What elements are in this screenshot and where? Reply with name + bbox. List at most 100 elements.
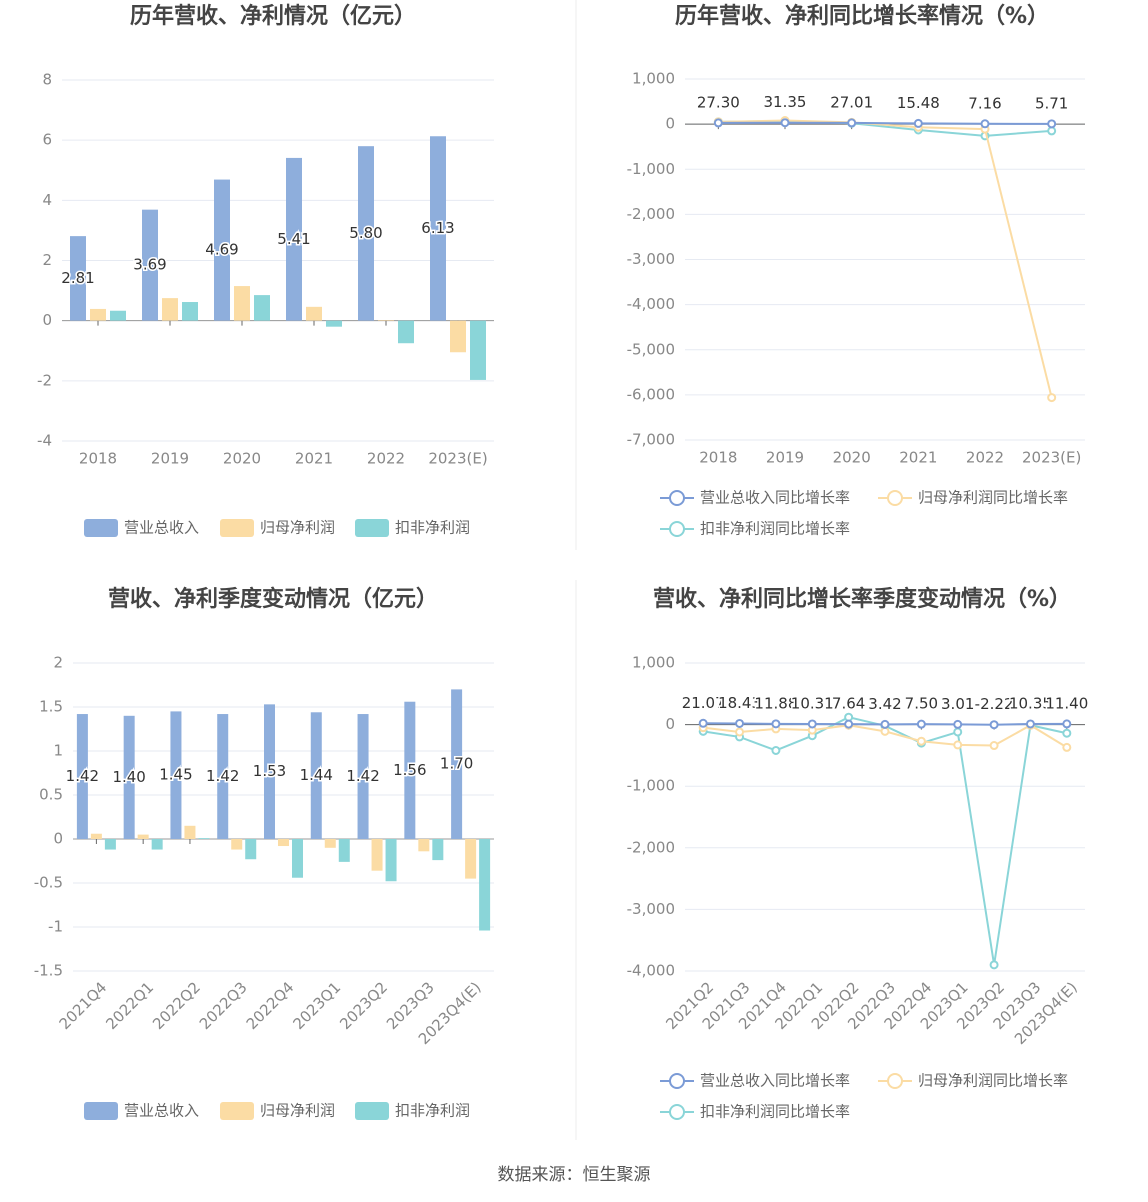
bar — [90, 833, 102, 839]
value-label: 27.01 — [830, 93, 873, 111]
point — [916, 719, 926, 729]
legend-label: 归母净利润 — [260, 519, 335, 537]
legend-swatch — [355, 1102, 389, 1120]
legend-swatch — [669, 490, 685, 506]
y-tick-label: -6,000 — [627, 385, 675, 403]
y-tick-label: -4,000 — [627, 962, 675, 980]
bar — [245, 839, 257, 860]
y-tick-label: -1 — [48, 918, 63, 936]
y-tick-label: 0 — [53, 830, 63, 848]
legend-label: 营业总收入同比增长率 — [700, 1072, 850, 1090]
y-tick-label: 1 — [53, 742, 63, 760]
value-label: 10.31 — [791, 694, 834, 712]
x-tick-label: 2022Q4 — [243, 978, 298, 1033]
bar — [170, 711, 182, 839]
source-note: 数据来源：恒生聚源 — [498, 1165, 651, 1185]
legend-label: 扣非净利润 — [395, 1102, 470, 1120]
y-tick-label: 0.5 — [39, 786, 63, 804]
point — [735, 718, 745, 728]
value-label: 1.56 — [393, 761, 426, 779]
line — [718, 119, 1053, 398]
point — [1025, 719, 1035, 729]
value-label: 7.16 — [968, 94, 1001, 112]
bar — [182, 302, 198, 321]
value-label: 18.43 — [718, 694, 761, 712]
x-tick-label: 2020 — [223, 450, 261, 468]
y-tick-label: 2 — [42, 251, 52, 269]
value-label: 10.35 — [1009, 694, 1052, 712]
bar — [430, 136, 446, 321]
legend-label: 营业总收入 — [124, 1102, 199, 1120]
x-tick-label: 2019 — [766, 449, 804, 467]
bar — [214, 179, 230, 321]
x-tick-label: 2022 — [966, 449, 1004, 467]
y-tick-label: -7,000 — [627, 431, 675, 449]
legend-swatch — [84, 1102, 118, 1120]
chart-title: 历年营收、净利情况（亿元） — [130, 3, 416, 29]
y-tick-label: 1,000 — [632, 654, 675, 672]
value-label: 7.64 — [832, 695, 865, 713]
y-tick-label: -1,000 — [627, 160, 675, 178]
point — [953, 727, 963, 737]
value-label: 7.50 — [905, 695, 938, 713]
bar — [450, 320, 466, 353]
x-tick-label: 2020 — [833, 449, 871, 467]
bar — [398, 320, 414, 344]
bar — [292, 839, 303, 878]
y-tick-label: -3,000 — [627, 250, 675, 268]
legend-label: 归母净利润 — [260, 1102, 335, 1120]
y-tick-label: 2 — [53, 654, 63, 672]
bar — [326, 320, 342, 327]
value-label: 3.69 — [133, 256, 166, 274]
value-label: 1.40 — [112, 768, 145, 786]
bar — [264, 704, 275, 839]
bar — [76, 714, 88, 839]
value-label: 3.01 — [941, 695, 974, 713]
bar — [104, 839, 116, 850]
x-tick-label: 2021 — [295, 450, 333, 468]
point — [980, 119, 990, 129]
bar — [90, 308, 106, 321]
legend-label: 归母净利润同比增长率 — [918, 489, 1068, 507]
bar — [432, 839, 444, 861]
legend-label: 扣非净利润 — [395, 519, 470, 537]
point — [735, 727, 745, 737]
x-tick-label: 2021Q4 — [56, 978, 111, 1033]
y-tick-label: 0 — [665, 115, 675, 133]
y-tick-label: -2 — [37, 371, 52, 389]
y-tick-label: -4,000 — [627, 295, 675, 313]
x-tick-label: 2023(E) — [428, 450, 487, 468]
x-tick-label: 2023Q2 — [336, 978, 391, 1033]
point — [989, 720, 999, 730]
value-label: 2.81 — [61, 269, 94, 287]
point — [847, 118, 857, 128]
x-tick-label: 2018 — [699, 449, 737, 467]
bar — [70, 236, 86, 321]
point — [880, 726, 890, 736]
point — [1047, 119, 1057, 129]
y-tick-label: -3,000 — [627, 900, 675, 918]
y-tick-label: 1,000 — [632, 70, 675, 88]
bar — [451, 689, 463, 839]
legend-label: 扣非净利润同比增长率 — [700, 520, 850, 538]
point — [1047, 126, 1057, 136]
chart-title: 营收、净利季度变动情况（亿元） — [108, 586, 438, 612]
value-label: 5.41 — [277, 230, 310, 248]
y-tick-label: -1.5 — [34, 962, 63, 980]
bar — [465, 839, 477, 879]
point — [1062, 719, 1072, 729]
value-label: 1.70 — [440, 755, 473, 773]
value-label: 1.44 — [300, 766, 333, 784]
value-label: 1.42 — [346, 767, 379, 785]
value-label: 27.30 — [697, 93, 740, 111]
x-tick-label: 2022Q2 — [149, 978, 204, 1033]
legend-swatch — [887, 490, 903, 506]
legend-swatch — [84, 519, 118, 537]
bar — [418, 839, 430, 852]
y-tick-label: 6 — [42, 131, 52, 149]
point — [780, 118, 790, 128]
bar — [217, 714, 229, 839]
value-label: 4.69 — [205, 241, 238, 259]
y-tick-label: 0 — [42, 311, 52, 329]
point — [844, 719, 854, 729]
